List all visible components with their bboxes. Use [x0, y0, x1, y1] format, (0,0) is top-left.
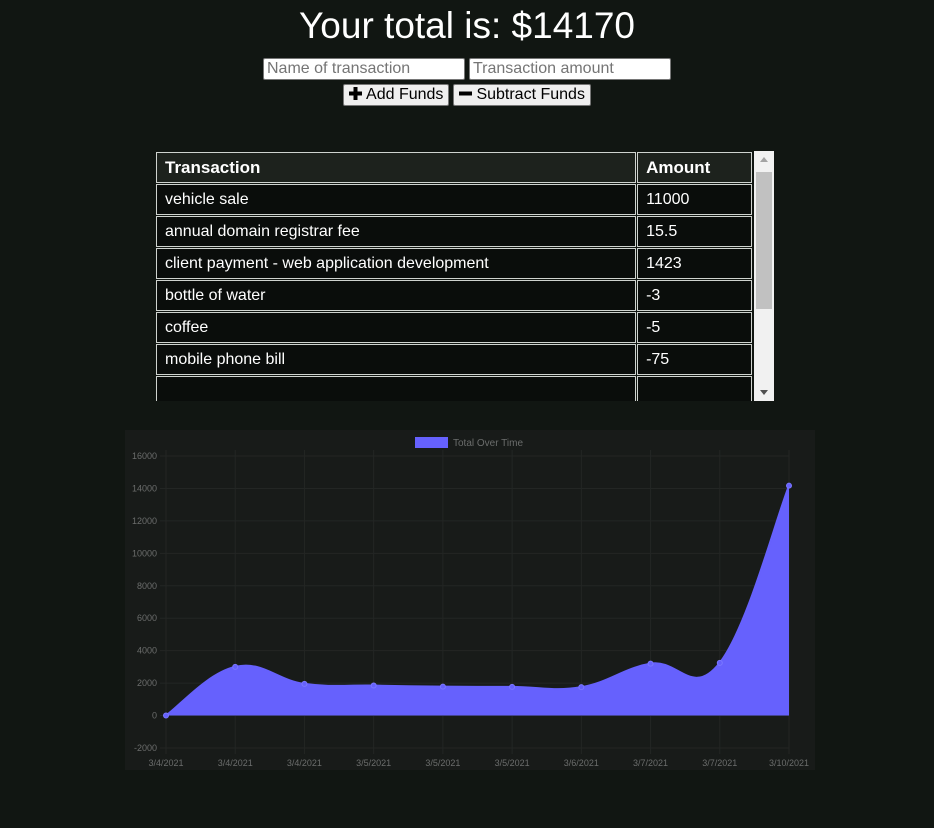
- scroll-down-arrow-icon[interactable]: [754, 383, 774, 401]
- y-tick-label: 2000: [137, 678, 157, 688]
- x-tick-label: 3/6/2021: [564, 758, 599, 768]
- column-header-transaction: Transaction: [156, 152, 637, 183]
- plus-icon: [349, 87, 363, 100]
- y-tick-label: 8000: [137, 581, 157, 591]
- data-point[interactable]: [578, 684, 585, 691]
- subtract-funds-button[interactable]: Subtract Funds: [453, 84, 591, 106]
- transaction-amount-cell: 11000: [637, 184, 752, 215]
- data-point[interactable]: [232, 663, 239, 670]
- data-point[interactable]: [647, 660, 654, 667]
- add-funds-label: Add Funds: [366, 86, 444, 103]
- transactions-table: Transaction Amount vehicle sale 11000 an…: [155, 151, 753, 401]
- x-tick-label: 3/5/2021: [356, 758, 391, 768]
- chart-legend[interactable]: Total Over Time: [415, 437, 523, 449]
- add-funds-button[interactable]: Add Funds: [343, 84, 450, 106]
- data-point[interactable]: [716, 659, 723, 666]
- legend-label: Total Over Time: [453, 438, 523, 449]
- x-tick-label: 3/4/2021: [287, 758, 322, 768]
- subtract-funds-label: Subtract Funds: [476, 86, 585, 103]
- table-row: mobile phone bill -75: [156, 344, 752, 375]
- series-line: [165, 485, 790, 717]
- transaction-amount-cell: 1423: [637, 248, 752, 279]
- table-row: coffee -5: [156, 312, 752, 343]
- column-header-amount: Amount: [637, 152, 752, 183]
- transaction-name-cell: client payment - web application develop…: [156, 248, 637, 279]
- transactions-table-container[interactable]: Transaction Amount vehicle sale 11000 an…: [155, 151, 774, 401]
- x-tick-label: 3/10/2021: [769, 758, 809, 768]
- transaction-name-cell: coffee: [156, 312, 637, 343]
- table-row: annual domain registrar fee 15.5: [156, 216, 752, 247]
- legend-swatch: [415, 437, 448, 448]
- chart-x-ticks: 3/4/2021 3/4/2021 3/4/2021 3/5/2021 3/5/2021…: [148, 758, 809, 768]
- y-tick-label: 14000: [132, 483, 157, 493]
- data-point[interactable]: [509, 683, 516, 690]
- y-tick-label: 16000: [132, 451, 157, 461]
- x-tick-label: 3/4/2021: [218, 758, 253, 768]
- data-point[interactable]: [163, 712, 169, 719]
- form-buttons: Add Funds Subtract Funds: [0, 84, 934, 106]
- table-row: [156, 376, 752, 401]
- table-scrollbar[interactable]: [754, 151, 774, 401]
- transaction-name-cell: [156, 376, 637, 401]
- y-tick-label: 10000: [132, 548, 157, 558]
- y-tick-label: 0: [152, 711, 157, 721]
- y-tick-label: 6000: [137, 613, 157, 623]
- total-over-time-chart: -2000 0 2000 4000 6000 8000 10000 12000 14000 160…: [125, 430, 815, 770]
- transaction-amount-cell: [637, 376, 752, 401]
- transaction-amount-cell: 15.5: [637, 216, 752, 247]
- y-tick-label: 4000: [137, 646, 157, 656]
- transaction-amount-cell: -3: [637, 280, 752, 311]
- data-point[interactable]: [370, 682, 377, 689]
- data-point[interactable]: [786, 482, 792, 489]
- data-point[interactable]: [439, 683, 446, 690]
- x-tick-label: 3/5/2021: [425, 758, 460, 768]
- transaction-name-cell: mobile phone bill: [156, 344, 637, 375]
- chart-grid: [160, 450, 790, 754]
- transaction-form: [0, 58, 934, 80]
- table-row: bottle of water -3: [156, 280, 752, 311]
- table-row: client payment - web application develop…: [156, 248, 752, 279]
- chart-area: [165, 485, 790, 717]
- table-row: vehicle sale 11000: [156, 184, 752, 215]
- y-tick-label: 12000: [132, 516, 157, 526]
- transaction-amount-cell: -75: [637, 344, 752, 375]
- transaction-name-input[interactable]: [263, 58, 465, 80]
- x-tick-label: 3/7/2021: [633, 758, 668, 768]
- transaction-amount-cell: -5: [637, 312, 752, 343]
- scrollbar-thumb[interactable]: [756, 172, 772, 309]
- minus-icon: [459, 91, 473, 96]
- transaction-name-cell: vehicle sale: [156, 184, 637, 215]
- transaction-name-cell: annual domain registrar fee: [156, 216, 637, 247]
- chart-points: [163, 482, 792, 719]
- table-header-row: Transaction Amount: [156, 152, 752, 183]
- transaction-amount-input[interactable]: [469, 58, 671, 80]
- x-tick-label: 3/5/2021: [495, 758, 530, 768]
- series-area: [166, 485, 789, 716]
- data-point[interactable]: [301, 680, 308, 687]
- chart-canvas: -2000 0 2000 4000 6000 8000 10000 12000 14000 160…: [125, 430, 815, 770]
- chart-background: [125, 430, 815, 770]
- transaction-name-cell: bottle of water: [156, 280, 637, 311]
- total-heading: Your total is: $14170: [299, 5, 635, 46]
- y-tick-label: -2000: [134, 743, 157, 753]
- x-tick-label: 3/4/2021: [148, 758, 183, 768]
- x-tick-label: 3/7/2021: [702, 758, 737, 768]
- scroll-up-arrow-icon[interactable]: [754, 151, 774, 169]
- chart-y-ticks: -2000 0 2000 4000 6000 8000 10000 12000 14000 160…: [132, 451, 157, 753]
